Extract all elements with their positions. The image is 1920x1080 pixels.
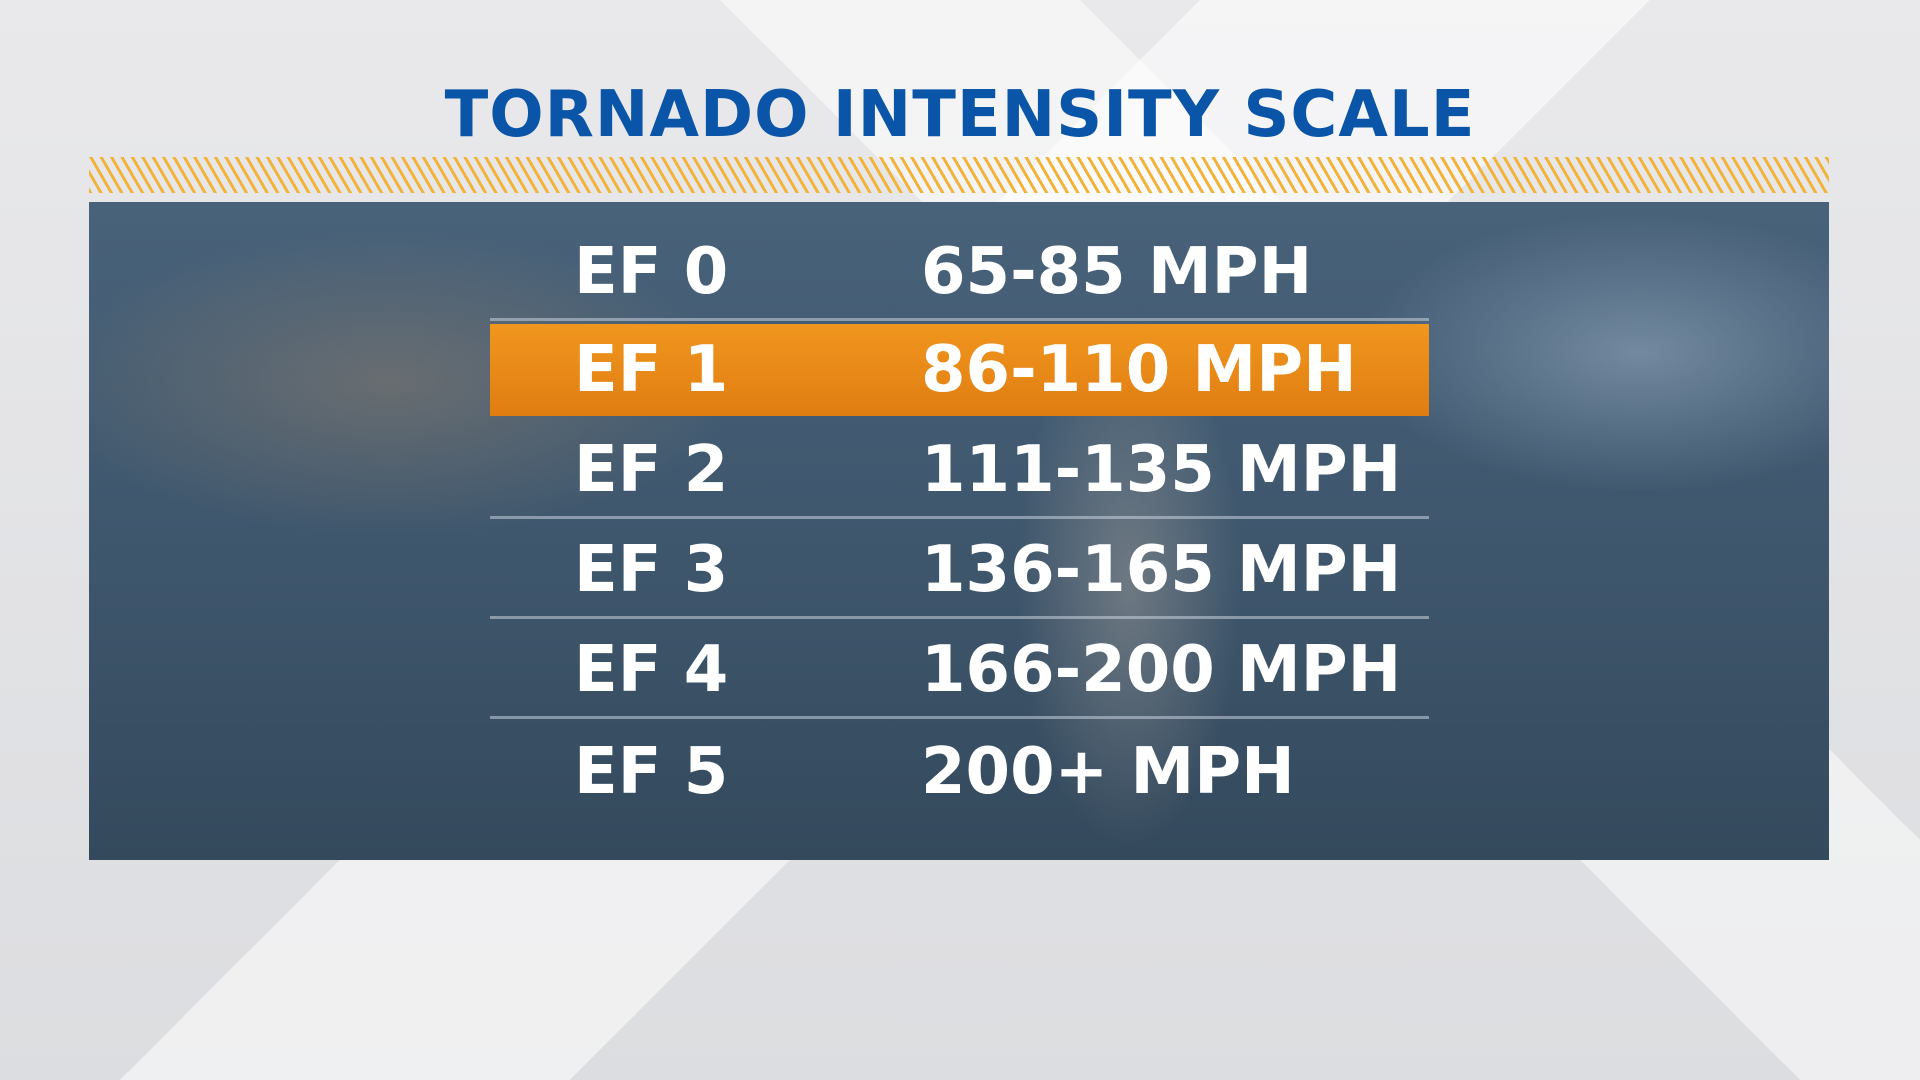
level: EF 2 — [574, 433, 729, 507]
wind-speed: 200+ MPH — [921, 735, 1295, 809]
table-row-highlight: EF 1 86-110 MPH — [490, 324, 1429, 416]
title: TORNADO INTENSITY SCALE — [444, 78, 1476, 152]
scale-table: EF 0 65-85 MPH EF 1 86-110 MPH EF 2 111-… — [89, 202, 1829, 860]
wind-speed: 136-165 MPH — [921, 533, 1402, 607]
wind-speed: 166-200 MPH — [921, 633, 1402, 707]
wind-speed: 111-135 MPH — [921, 433, 1402, 507]
wind-speed: 65-85 MPH — [921, 235, 1313, 309]
table-row: EF 3 136-165 MPH — [490, 524, 1429, 619]
wind-speed: 86-110 MPH — [921, 333, 1357, 407]
table-row: EF 0 65-85 MPH — [490, 226, 1429, 321]
table-row: EF 5 200+ MPH — [490, 726, 1429, 818]
level: EF 1 — [574, 333, 729, 407]
table-row: EF 4 166-200 MPH — [490, 624, 1429, 719]
level: EF 4 — [574, 633, 729, 707]
level: EF 0 — [574, 235, 729, 309]
table-row: EF 2 111-135 MPH — [490, 424, 1429, 519]
level: EF 5 — [574, 735, 729, 809]
hatch-band — [89, 157, 1829, 193]
level: EF 3 — [574, 533, 729, 607]
